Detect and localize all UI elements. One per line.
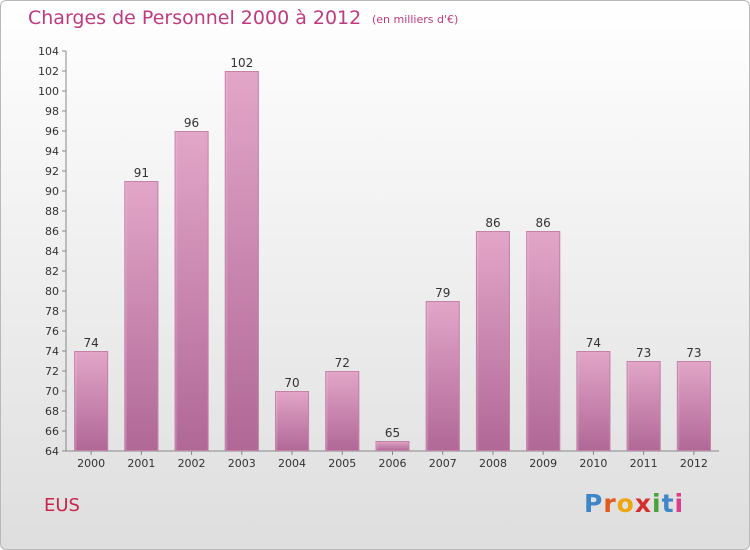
logo-letter: P — [584, 489, 604, 518]
y-tick-label: 64 — [45, 445, 59, 458]
bar-highlight — [174, 131, 178, 451]
x-tick-label: 2006 — [379, 457, 407, 470]
y-tick-label: 84 — [45, 245, 59, 258]
bar-outline — [224, 71, 259, 451]
bar-value-label: 72 — [335, 356, 350, 370]
logo-letter: x — [634, 489, 652, 518]
x-tick-label: 2007 — [429, 457, 457, 470]
x-tick-label: 2008 — [479, 457, 507, 470]
logo-letter: o — [616, 489, 635, 518]
bar-outline — [576, 351, 611, 451]
y-tick-label: 96 — [45, 125, 59, 138]
bar-value-label: 74 — [586, 336, 601, 350]
commune-name: EUS — [44, 495, 80, 516]
x-tick-label: 2012 — [680, 457, 708, 470]
bar-highlight — [425, 301, 429, 451]
bar-outline — [325, 371, 360, 451]
y-tick-label: 88 — [45, 205, 59, 218]
y-tick-label: 102 — [38, 65, 59, 78]
bar-2009 — [526, 231, 561, 451]
bar-highlight — [325, 371, 329, 451]
bar-highlight — [526, 231, 530, 451]
bar-2011 — [626, 361, 661, 451]
x-tick-label: 2011 — [630, 457, 658, 470]
bar-value-label: 73 — [686, 346, 701, 360]
bar-value-label: 73 — [636, 346, 651, 360]
bar-value-label: 74 — [83, 336, 98, 350]
x-tick-label: 2004 — [278, 457, 306, 470]
bar-outline — [475, 231, 510, 451]
x-tick-label: 2009 — [529, 457, 557, 470]
bar-highlight — [275, 391, 279, 451]
x-tick-label: 2002 — [178, 457, 206, 470]
logo-letter: i — [674, 489, 685, 518]
bar-outline — [124, 181, 159, 451]
chart-title: Charges de Personnel 2000 à 2012 — [28, 7, 362, 29]
y-tick-label: 104 — [38, 45, 59, 58]
y-tick-label: 66 — [45, 425, 59, 438]
bar-outline — [676, 361, 711, 451]
bar-2004 — [275, 391, 310, 451]
bar-2002 — [174, 131, 209, 451]
proxiti-logo[interactable]: Proxiti — [584, 489, 684, 518]
bar-outline — [425, 301, 460, 451]
bar-2007 — [425, 301, 460, 451]
bar-value-label: 91 — [134, 166, 149, 180]
y-tick-label: 76 — [45, 325, 59, 338]
bar-2010 — [576, 351, 611, 451]
bar-value-label: 65 — [385, 426, 400, 440]
y-tick-label: 68 — [45, 405, 59, 418]
bar-2000 — [74, 351, 109, 451]
y-tick-label: 74 — [45, 345, 59, 358]
chart-unit-note: (en milliers d'€) — [372, 13, 459, 26]
logo-letter: i — [652, 489, 662, 518]
bar-2008 — [475, 231, 510, 451]
y-tick-label: 94 — [45, 145, 59, 158]
x-tick-label: 2003 — [228, 457, 256, 470]
y-tick-label: 98 — [45, 105, 59, 118]
y-tick-label: 92 — [45, 165, 59, 178]
y-tick-label: 70 — [45, 385, 59, 398]
y-tick-label: 82 — [45, 265, 59, 278]
bar-highlight — [375, 441, 379, 451]
bar-highlight — [676, 361, 680, 451]
bar-outline — [174, 131, 209, 451]
x-tick-label: 2000 — [77, 457, 105, 470]
bar-outline — [526, 231, 561, 451]
bar-outline — [626, 361, 661, 451]
x-tick-label: 2010 — [579, 457, 607, 470]
bar-2006 — [375, 441, 410, 451]
bar-outline — [275, 391, 310, 451]
y-tick-label: 86 — [45, 225, 59, 238]
y-tick-label: 80 — [45, 285, 59, 298]
bar-highlight — [475, 231, 479, 451]
bar-highlight — [124, 181, 128, 451]
bar-highlight — [576, 351, 580, 451]
bar-highlight — [224, 71, 228, 451]
logo-letter: t — [661, 489, 675, 518]
bar-2012 — [676, 361, 711, 451]
bar-value-label: 79 — [435, 286, 450, 300]
bar-value-label: 70 — [284, 376, 299, 390]
bar-2005 — [325, 371, 360, 451]
y-tick-label: 100 — [38, 85, 59, 98]
bar-2003 — [224, 71, 259, 451]
bar-value-label: 96 — [184, 116, 199, 130]
x-tick-label: 2005 — [328, 457, 356, 470]
bar-highlight — [74, 351, 78, 451]
bar-highlight — [626, 361, 630, 451]
x-tick-label: 2001 — [127, 457, 155, 470]
bar-2001 — [124, 181, 159, 451]
bar-value-label: 86 — [536, 216, 551, 230]
bar-outline — [375, 441, 410, 451]
bar-value-label: 86 — [485, 216, 500, 230]
bar-value-label: 102 — [230, 56, 253, 70]
y-tick-label: 72 — [45, 365, 59, 378]
logo-letter: r — [603, 489, 617, 518]
y-tick-label: 78 — [45, 305, 59, 318]
y-tick-label: 90 — [45, 185, 59, 198]
bar-outline — [74, 351, 109, 451]
